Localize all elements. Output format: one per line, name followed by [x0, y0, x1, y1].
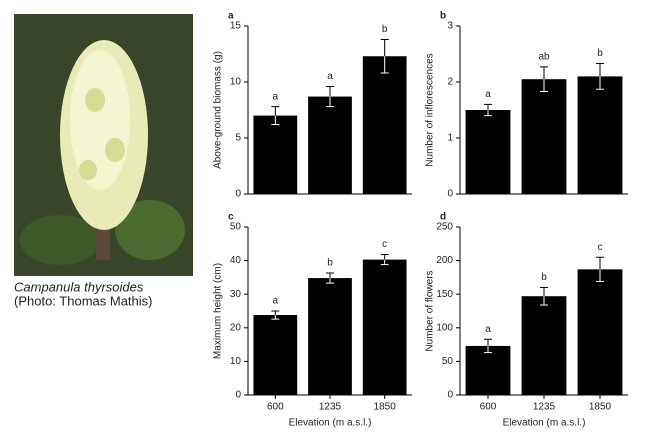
y-axis-label: Number of inflorescences [425, 53, 436, 166]
significance-letter: b [327, 258, 333, 269]
y-tick-label: 200 [436, 255, 453, 266]
bar [521, 296, 567, 395]
bar [308, 278, 352, 395]
bar [253, 115, 298, 194]
significance-letter: c [382, 239, 387, 250]
error-bar-upper [326, 85, 334, 97]
error-bar-upper [596, 256, 604, 270]
error-bar-upper [380, 254, 389, 260]
y-tick-label: 15 [230, 21, 242, 32]
panel-label: c [228, 212, 234, 223]
bar [577, 269, 623, 395]
error-bar-upper [596, 63, 604, 77]
bar [362, 259, 407, 395]
panel-label: b [440, 11, 446, 22]
photo-credit: (Photo: Thomas Mathis) [14, 293, 152, 308]
y-tick-label: 50 [442, 356, 454, 367]
error-bar-lower [326, 96, 334, 108]
photo-caption: Campanula thyrsoides [14, 279, 144, 294]
x-tick-label: 1850 [589, 402, 612, 413]
significance-letter: b [382, 24, 388, 35]
y-tick-label: 0 [447, 189, 453, 200]
y-tick-label: 30 [230, 289, 242, 300]
y-tick-label: 10 [230, 77, 242, 88]
y-axis-label: Maximum height (cm) [213, 263, 224, 359]
error-bar-upper [540, 286, 548, 297]
y-tick-label: 1 [447, 133, 453, 144]
x-tick-label: 600 [480, 402, 497, 413]
error-bar-lower [484, 345, 492, 354]
significance-letter: ab [538, 52, 550, 63]
error-bar-upper [326, 272, 334, 279]
significance-letter: a [485, 89, 491, 100]
y-tick-label: 150 [436, 289, 453, 300]
significance-letter: a [327, 71, 333, 82]
y-tick-label: 5 [235, 133, 241, 144]
error-bar-upper [271, 106, 280, 116]
error-bar-upper [271, 310, 280, 316]
bar [308, 96, 352, 194]
error-bar-upper [540, 66, 548, 80]
significance-letter: a [273, 296, 279, 307]
bar [521, 79, 567, 194]
significance-letter: b [597, 48, 603, 59]
y-tick-label: 3 [447, 21, 453, 32]
significance-letter: a [273, 91, 279, 102]
y-tick-label: 100 [436, 322, 453, 333]
significance-letter: b [541, 272, 547, 283]
y-tick-label: 0 [447, 390, 453, 401]
error-bar-lower [596, 76, 604, 90]
error-bar-upper [484, 338, 492, 346]
bar [465, 110, 511, 194]
error-bar-upper [380, 38, 389, 57]
error-bar-lower [271, 115, 280, 126]
bar [577, 76, 623, 194]
panel-label: d [440, 212, 446, 223]
x-tick-label: 1235 [319, 402, 342, 413]
bar [253, 315, 298, 395]
x-axis-label: Elevation (m a.s.l.) [289, 418, 372, 429]
y-tick-label: 10 [230, 356, 242, 367]
bar [465, 345, 511, 395]
y-tick-label: 0 [235, 390, 241, 401]
y-tick-label: 50 [230, 222, 242, 233]
y-tick-label: 250 [436, 222, 453, 233]
x-tick-label: 600 [267, 402, 284, 413]
error-bar-lower [380, 56, 389, 74]
y-tick-label: 2 [447, 77, 453, 88]
error-bar-upper [484, 103, 492, 110]
error-bar-lower [596, 269, 604, 282]
significance-letter: a [485, 324, 491, 335]
error-bar-lower [380, 259, 389, 266]
y-axis-label: Number of flowers [425, 270, 436, 351]
panel-label: a [228, 11, 234, 22]
bar [362, 56, 407, 194]
error-bar-lower [540, 79, 548, 93]
y-axis-label: Above-ground biomass (g) [213, 51, 224, 169]
x-tick-label: 1235 [533, 402, 556, 413]
error-bar-lower [271, 315, 280, 320]
y-tick-label: 40 [230, 255, 242, 266]
x-axis-label: Elevation (m a.s.l.) [503, 418, 586, 429]
error-bar-lower [540, 296, 548, 306]
x-tick-label: 1850 [374, 402, 397, 413]
y-tick-label: 0 [235, 189, 241, 200]
significance-letter: c [598, 242, 603, 253]
photo [14, 14, 193, 276]
error-bar-lower [484, 110, 492, 117]
y-tick-label: 20 [230, 322, 242, 333]
error-bar-lower [326, 278, 334, 284]
